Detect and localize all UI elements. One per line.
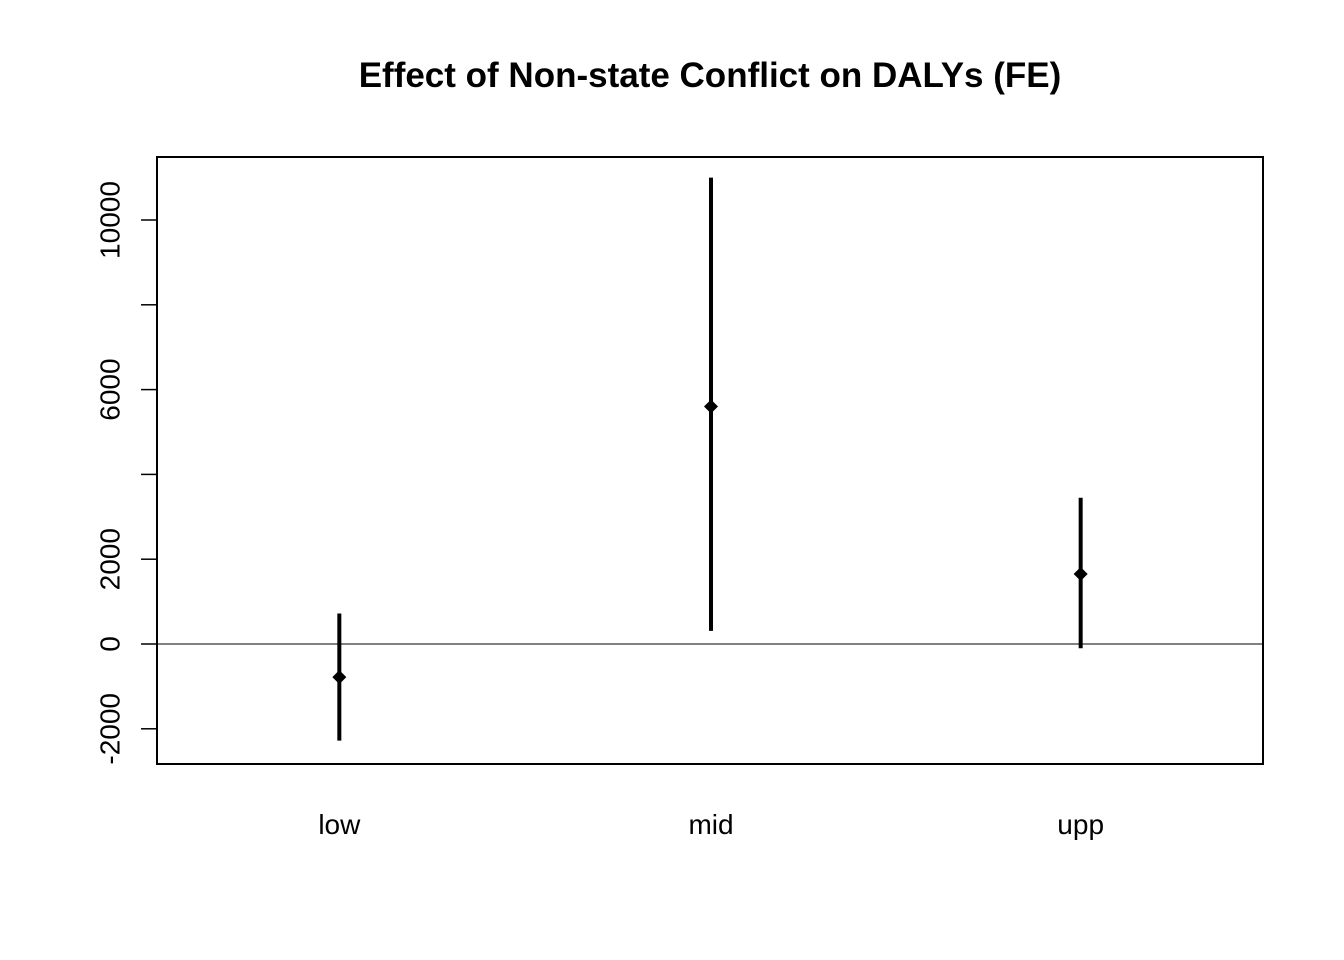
point-estimate-low bbox=[332, 670, 347, 685]
y-tick-label: -2000 bbox=[94, 693, 125, 765]
y-tick-label: 6000 bbox=[94, 358, 125, 420]
x-tick-label-low: low bbox=[318, 809, 361, 840]
x-axis: low mid upp bbox=[318, 809, 1104, 840]
point-estimate-mid bbox=[704, 399, 718, 414]
y-tick-label: 2000 bbox=[94, 528, 125, 590]
error-bar-series bbox=[332, 177, 1088, 741]
x-tick-label-upp: upp bbox=[1057, 809, 1104, 840]
y-tick-label: 10000 bbox=[94, 181, 125, 259]
chart-title: Effect of Non-state Conflict on DALYs (F… bbox=[358, 56, 1062, 95]
point-estimate-upp bbox=[1073, 567, 1088, 582]
x-tick-label-mid: mid bbox=[688, 809, 733, 840]
y-axis: -2000 0 2000 6000 10000 bbox=[94, 181, 157, 765]
plot-frame bbox=[156, 156, 1264, 765]
y-tick-label: 0 bbox=[94, 636, 125, 652]
